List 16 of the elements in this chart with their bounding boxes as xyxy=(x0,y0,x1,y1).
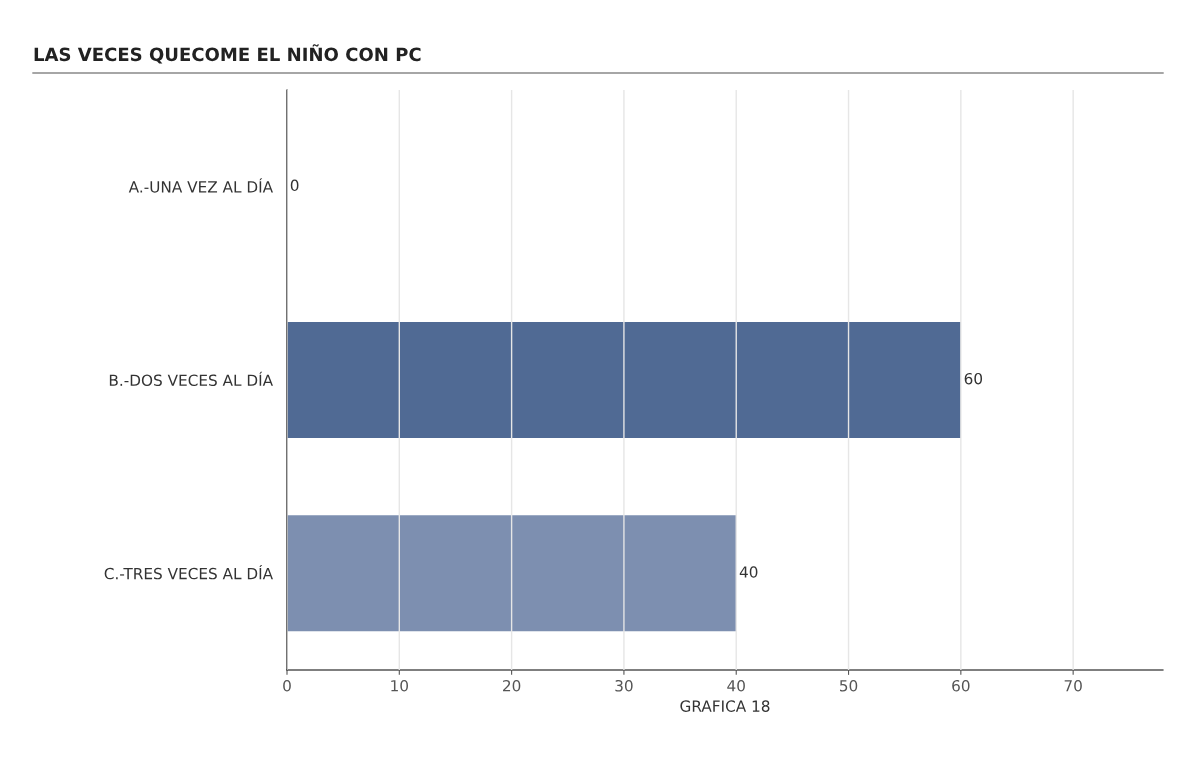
y-tick-label: B.-DOS VECES AL DÍA xyxy=(109,371,273,387)
x-tick-label: 0 xyxy=(283,679,291,692)
chart-title: LAS VECES QUECOME EL NIÑO CON PC xyxy=(34,44,421,64)
data-label: 60 xyxy=(964,372,983,385)
x-tick-label: 20 xyxy=(503,679,521,692)
x-tick-label: 50 xyxy=(840,679,858,692)
data-label: 40 xyxy=(739,566,758,578)
y-tick-label: A.-UNA VEZ AL DÍA xyxy=(128,178,273,193)
x-tick-label: 60 xyxy=(952,679,970,692)
x-tick-label: 30 xyxy=(615,679,633,692)
x-axis-title: GRAFICA 18 xyxy=(680,700,770,712)
x-tick-label: 10 xyxy=(391,679,409,692)
x-tick-label: 70 xyxy=(1064,679,1082,692)
x-tick-label: 40 xyxy=(727,679,745,692)
data-label: 0 xyxy=(290,179,299,192)
y-tick-label: C.-TRES VECES AL DÍA xyxy=(104,565,273,580)
